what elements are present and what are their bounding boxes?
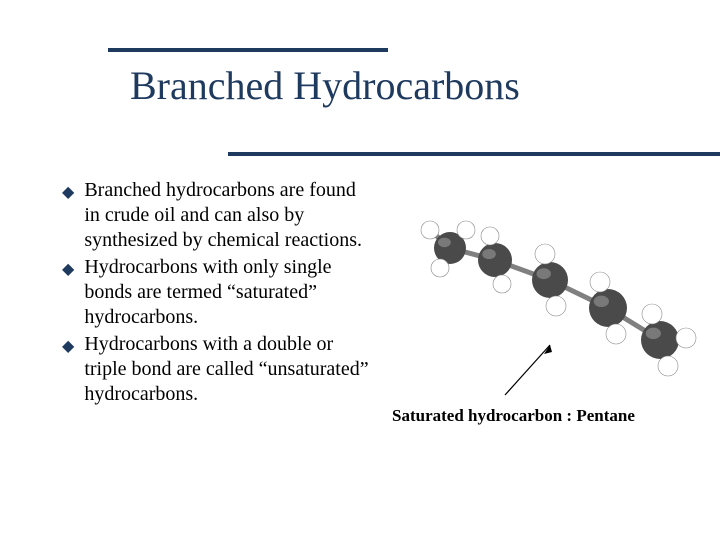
title-rule-top [108,48,388,52]
bullet-icon: ◆ [62,336,74,356]
title-rule-bottom [228,152,720,156]
list-item: ◆ Hydrocarbons with only single bonds ar… [62,255,372,330]
bullet-icon: ◆ [62,259,74,279]
pointer-arrow [500,340,560,400]
slide-title: Branched Hydrocarbons [130,62,520,109]
bullet-icon: ◆ [62,182,74,202]
bullet-text: Branched hydrocarbons are found in crude… [84,178,372,253]
bullet-text: Hydrocarbons with only single bonds are … [84,255,372,330]
list-item: ◆ Branched hydrocarbons are found in cru… [62,178,372,253]
bullet-text: Hydrocarbons with a double or triple bon… [84,332,372,407]
bullet-list: ◆ Branched hydrocarbons are found in cru… [62,178,372,409]
list-item: ◆ Hydrocarbons with a double or triple b… [62,332,372,407]
molecule-caption: Saturated hydrocarbon : Pentane [392,406,635,426]
